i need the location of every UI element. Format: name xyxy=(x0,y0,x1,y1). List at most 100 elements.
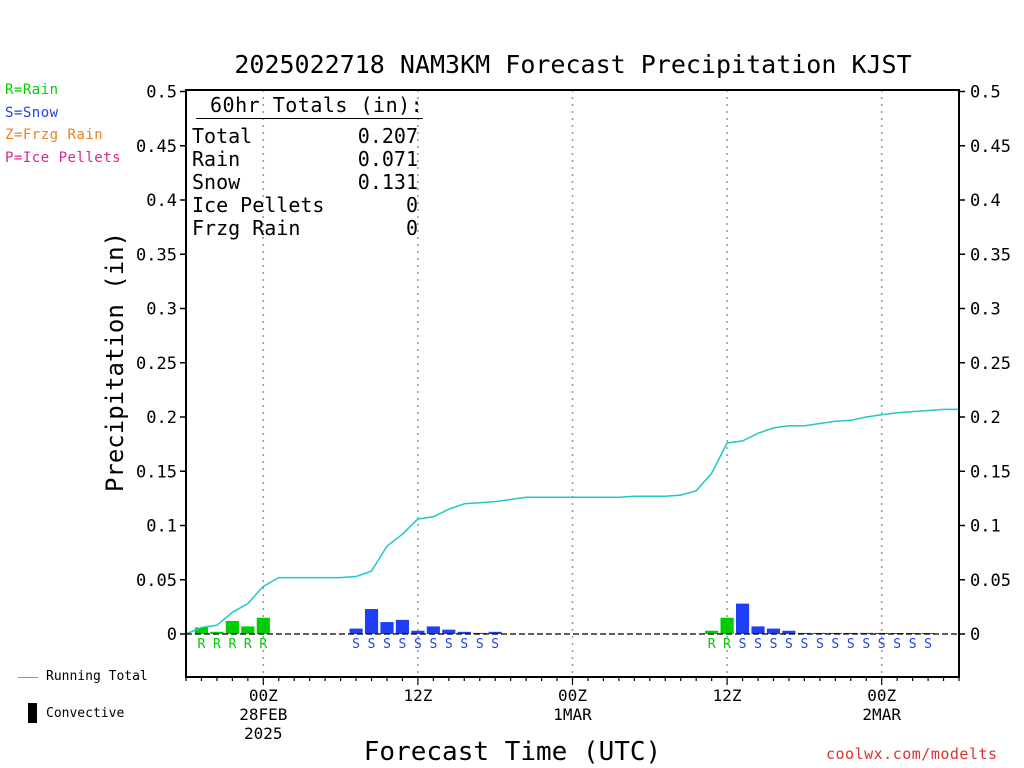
y-tick-label-left: 0.35 xyxy=(136,245,177,265)
running-total-layer xyxy=(185,408,959,635)
x-tick-label: 00Z xyxy=(249,686,278,705)
totals-row-label: Ice Pellets xyxy=(192,193,325,217)
ptype-letter: S xyxy=(785,637,793,652)
precip-bar-snow xyxy=(364,609,379,634)
totals-row-label: Rain xyxy=(192,147,241,171)
ptype-letter: S xyxy=(445,637,453,652)
precip-bar-snow xyxy=(426,626,440,634)
ptype-letter: S xyxy=(816,637,824,652)
precip-bar-snow xyxy=(782,630,796,634)
ptype-letter: S xyxy=(878,637,886,652)
running-total-line xyxy=(185,408,959,635)
y-axis-label: Precipitation (in) xyxy=(101,232,129,492)
precip-bar-snow xyxy=(395,619,410,634)
bars-layer xyxy=(194,603,935,634)
convective-legend-label: Convective xyxy=(46,706,125,721)
x-tick-label: 00Z xyxy=(558,686,587,705)
precip-bar-rain xyxy=(194,627,209,634)
totals-row-label: Total xyxy=(192,124,253,148)
source-credit: coolwx.com/modelts xyxy=(826,745,998,763)
running-total-legend-swatch xyxy=(18,677,38,678)
ptype-letter: S xyxy=(476,637,484,652)
y-tick-label-right: 0.3 xyxy=(970,300,1001,320)
ptype-letter: S xyxy=(429,637,437,652)
y-tick-label-left: 0.15 xyxy=(136,462,177,482)
y-tick-label-right: 0.15 xyxy=(970,462,1011,482)
ptype-letter: S xyxy=(352,637,360,652)
ptype-ice-key: P=Ice Pellets xyxy=(5,150,122,166)
precip-bar-snow xyxy=(380,622,394,634)
precip-bar-rain xyxy=(720,617,734,634)
precip-bar-snow xyxy=(906,633,920,634)
chart-title: 2025022718 NAM3KM Forecast Precipitation… xyxy=(234,50,912,79)
ptype-letter: R xyxy=(228,637,236,652)
x-axis-label: Forecast Time (UTC) xyxy=(364,737,661,767)
ptype-letter: S xyxy=(754,637,762,652)
x-tick-date: 2MAR xyxy=(862,705,901,724)
ptype-letter: S xyxy=(368,637,376,652)
y-tick-label-right: 0.35 xyxy=(970,245,1011,265)
precip-bar-rain xyxy=(256,617,270,634)
ptype-letter: R xyxy=(259,637,267,652)
totals-row-value: 0.131 xyxy=(357,170,418,194)
y-tick-label-right: 0.4 xyxy=(970,191,1001,211)
labels-layer: R R R R R R RS S S S S S S S S S S S S S S S S S S S S S S0 00.05 0.05… xyxy=(101,83,1011,768)
ptype-letter: S xyxy=(770,637,778,652)
ptype-letter: S xyxy=(909,637,917,652)
ptype-letter: S xyxy=(414,637,422,652)
ptype-snow-key: S=Snow xyxy=(5,105,59,121)
y-tick-label-right: 0.25 xyxy=(970,354,1011,374)
y-tick-label-left: 0.1 xyxy=(146,517,177,537)
totals-header: 60hr Totals (in): xyxy=(196,93,424,119)
x-tick-year: 2025 xyxy=(244,724,283,743)
y-tick-label-left: 0.25 xyxy=(136,354,177,374)
ptype-rain-key: R=Rain xyxy=(5,82,59,98)
totals-row-value: 0 xyxy=(405,216,418,240)
ptype-letter: S xyxy=(831,637,839,652)
axes-layer xyxy=(180,89,965,685)
totals-row-value: 0 xyxy=(405,193,418,217)
y-tick-label-left: 0.5 xyxy=(146,83,177,103)
y-tick-label-left: 0 xyxy=(167,625,177,645)
ptype-letter: S xyxy=(460,637,468,652)
ptype-letter: R xyxy=(198,637,206,652)
precip-bar-snow xyxy=(457,631,471,634)
y-tick-label-left: 0.3 xyxy=(146,300,177,320)
precip-bar-snow xyxy=(751,626,765,634)
precip-bar-snow xyxy=(766,628,781,634)
ptype-letter: R xyxy=(244,637,252,652)
x-tick-label: 12Z xyxy=(403,686,432,705)
ptype-letter: S xyxy=(399,637,407,652)
x-tick-label: 12Z xyxy=(713,686,742,705)
y-tick-label-right: 0.45 xyxy=(970,137,1011,157)
precip-bar-rain xyxy=(241,626,255,634)
y-tick-label-right: 0.1 xyxy=(970,517,1001,537)
y-tick-label-right: 0.05 xyxy=(970,571,1011,591)
running-total-legend-label: Running Total xyxy=(46,669,148,684)
x-tick-date: 28FEB xyxy=(239,705,287,724)
ptype-letter: S xyxy=(800,637,808,652)
ptype-letter: S xyxy=(739,637,747,652)
ptype-letter: S xyxy=(491,637,499,652)
precip-bar-snow xyxy=(411,630,425,634)
y-tick-label-right: 0.5 xyxy=(970,83,1001,103)
precip-bar-rain xyxy=(210,631,224,634)
precip-bar-rain xyxy=(225,620,239,634)
y-tick-label-left: 0.2 xyxy=(146,408,177,428)
x-tick-label: 00Z xyxy=(867,686,896,705)
ptype-letter: R xyxy=(213,637,221,652)
ptype-letter: S xyxy=(924,637,932,652)
ptype-frzg-key: Z=Frzg Rain xyxy=(5,127,104,143)
ptype-letter: R xyxy=(708,637,716,652)
ptype-letter: S xyxy=(847,637,855,652)
precip-bar-rain xyxy=(705,630,719,634)
precip-bar-snow xyxy=(349,628,363,634)
y-tick-label-right: 0.2 xyxy=(970,408,1001,428)
y-tick-label-right: 0 xyxy=(970,625,980,645)
precip-bar-snow xyxy=(735,603,750,634)
precip-bar-snow xyxy=(844,632,858,634)
precip-bar-snow xyxy=(442,629,456,634)
precip-bar-snow xyxy=(488,631,502,634)
ptype-letter: S xyxy=(862,637,870,652)
